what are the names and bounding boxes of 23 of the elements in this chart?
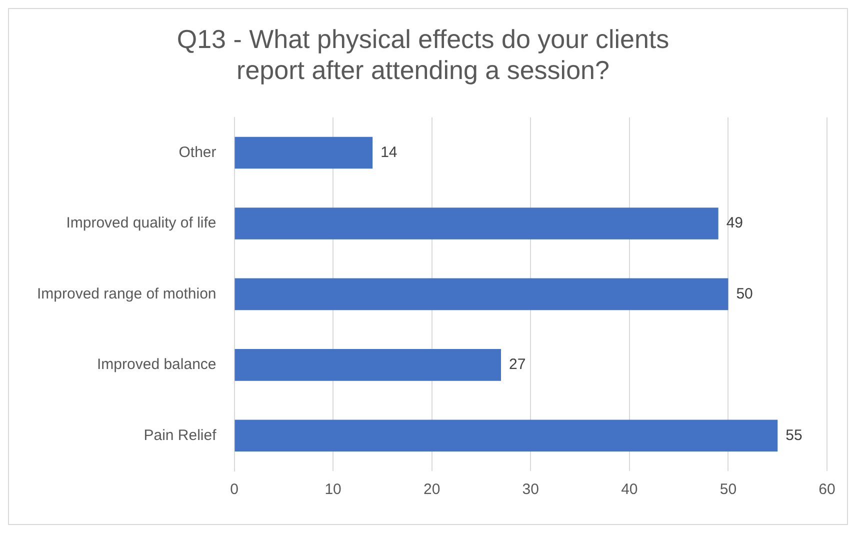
bar bbox=[234, 349, 501, 381]
y-tick-label: Improved range of mothion bbox=[36, 285, 216, 302]
chart-title: Q13 - What physical effects do your clients report after attending a session? bbox=[176, 24, 670, 85]
x-tick-label: 60 bbox=[818, 481, 836, 498]
x-tick-label: 0 bbox=[230, 481, 238, 498]
y-tick-label: Improved balance bbox=[97, 356, 216, 374]
x-tick-label: 10 bbox=[324, 481, 342, 498]
y-tick-label: Other bbox=[178, 144, 216, 161]
data-label: 55 bbox=[786, 426, 802, 444]
data-label: 27 bbox=[508, 356, 526, 374]
y-tick-label: Improved quality of life bbox=[66, 214, 216, 232]
data-label: 50 bbox=[736, 285, 753, 302]
data-label: 49 bbox=[726, 214, 744, 232]
bar bbox=[234, 208, 718, 240]
x-tick-label: 50 bbox=[720, 481, 737, 498]
bar bbox=[234, 278, 728, 310]
bar bbox=[234, 136, 373, 169]
data-label: 14 bbox=[380, 144, 398, 161]
x-tick-label: 30 bbox=[522, 481, 539, 498]
y-tick-label: Pain Relief bbox=[144, 426, 218, 444]
bar bbox=[234, 420, 778, 452]
x-tick-label: 20 bbox=[424, 481, 440, 498]
x-tick-label: 40 bbox=[621, 481, 638, 498]
